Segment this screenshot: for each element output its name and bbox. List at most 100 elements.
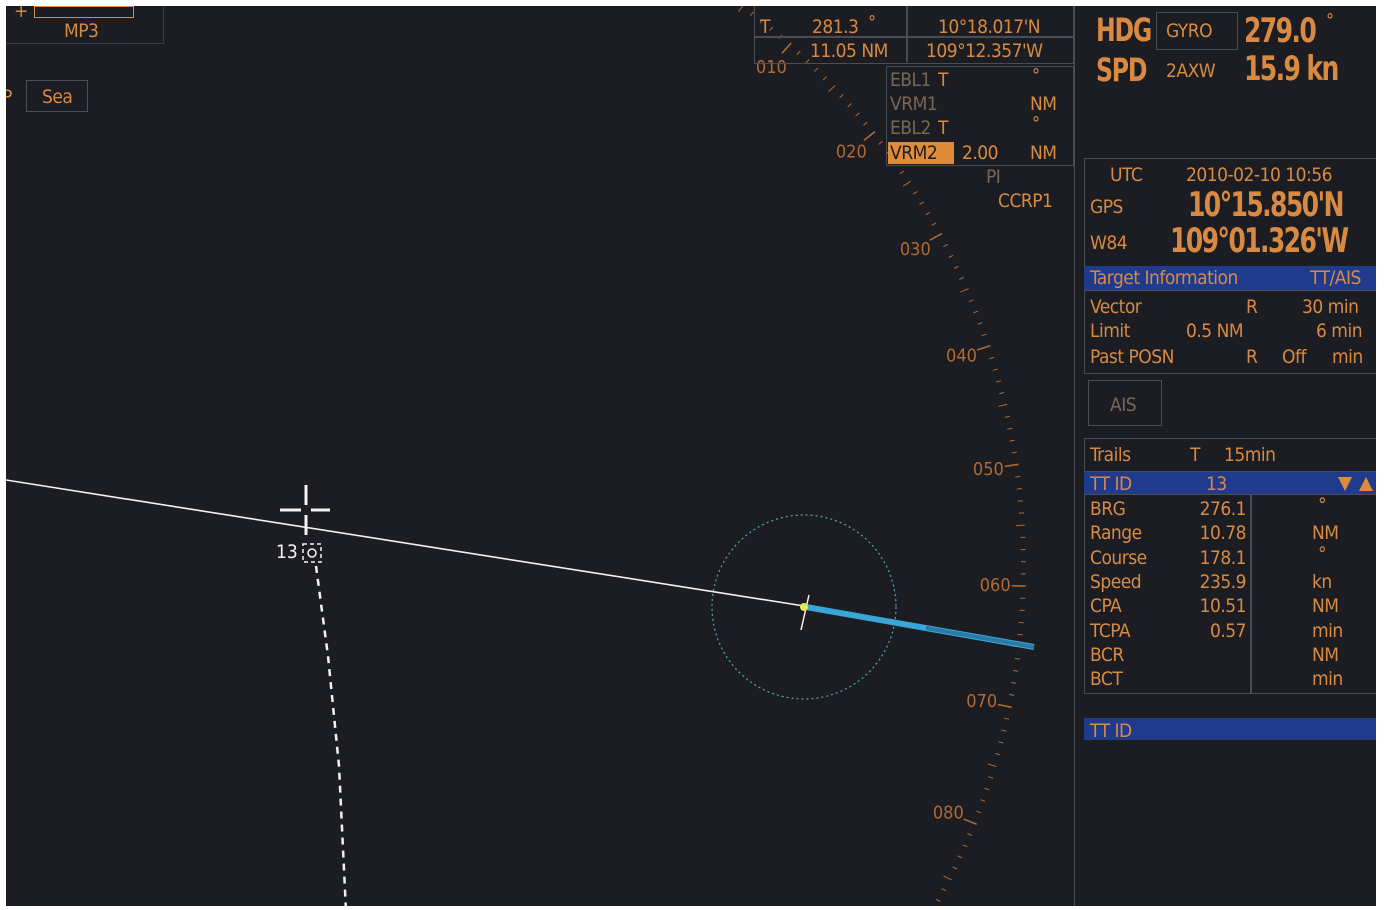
own-ship-dot: [800, 603, 808, 611]
past-posn-mode[interactable]: R: [1246, 346, 1258, 368]
tt-row-value: 0.57: [1209, 619, 1247, 642]
bearing-label: 020: [836, 142, 867, 163]
tt-row-value: 10.51: [1199, 595, 1247, 618]
target-info-source[interactable]: TT/AIS: [1310, 267, 1361, 289]
bearing-tick: [931, 222, 937, 226]
top-left-frame: [6, 6, 164, 44]
bearing-tick: [963, 818, 977, 825]
trails-mode[interactable]: T: [1190, 444, 1200, 466]
bearing-tick: [968, 299, 974, 303]
past-posn-unit: min: [1332, 346, 1363, 368]
target-13-vector: [314, 565, 348, 906]
bearing-label: 060: [980, 575, 1011, 596]
tt-row-unit: NM: [1312, 643, 1339, 666]
vector-label: Vector: [1090, 296, 1142, 318]
tt-row-label: Speed: [1090, 570, 1142, 593]
trails-frame: [1084, 438, 1376, 472]
heading-line: [6, 479, 805, 607]
bearing-tick: [847, 103, 852, 108]
cursor-mode: T: [760, 16, 770, 38]
tt-id-scroll-arrows[interactable]: [1338, 476, 1373, 495]
own-ship-trail-dark: [925, 626, 1035, 649]
arrow-up-icon[interactable]: [1358, 477, 1373, 491]
bearing-tick: [738, 6, 744, 12]
spd-source[interactable]: 2AXW: [1166, 60, 1216, 82]
tt-row-unit: °: [1318, 542, 1327, 565]
vrm2-highlight: [888, 142, 954, 164]
bearing-tick: [814, 67, 819, 72]
bearing-tick: [1004, 463, 1019, 468]
radar-ppi[interactable]: 000 010 020 030 040 050 060 070 080 13: [6, 6, 1081, 906]
vector-value[interactable]: 30 min: [1302, 296, 1359, 318]
p-label: P: [6, 86, 12, 108]
bearing-tick: [1014, 657, 1020, 660]
ebl1-unit: °: [1032, 65, 1040, 86]
ccrp-label[interactable]: CCRP1: [998, 190, 1053, 212]
tt-row-unit: min: [1312, 619, 1343, 642]
bearing-tick: [902, 180, 911, 187]
plus-button[interactable]: +: [14, 6, 28, 22]
tt-row-value: 178.1: [1199, 546, 1247, 569]
cursor-bearing-unit: °: [868, 12, 876, 33]
bearing-tick: [988, 776, 994, 779]
bearing-tick: [1001, 729, 1007, 732]
vrm2-label[interactable]: VRM2: [890, 142, 938, 164]
cursor-panel-frame: [754, 6, 1074, 64]
gps-label[interactable]: GPS: [1090, 196, 1123, 218]
bearing-tick: [1007, 427, 1013, 430]
bearing-tick: [952, 866, 958, 870]
vrm1-label[interactable]: VRM1: [890, 93, 938, 115]
limit-range[interactable]: 0.5 NM: [1186, 320, 1244, 342]
tt-detail-frame: [1084, 494, 1376, 694]
sea-label[interactable]: Sea: [42, 86, 73, 108]
tt-row-label: BCT: [1090, 668, 1123, 691]
ebl2-label[interactable]: EBL2: [890, 117, 931, 139]
past-posn-value[interactable]: Off: [1282, 346, 1306, 368]
bearing-tick: [962, 844, 968, 848]
bearing-tick: [935, 898, 941, 903]
bearing-tick: [957, 855, 963, 859]
vector-mode[interactable]: R: [1246, 296, 1258, 318]
bearing-tick: [1004, 415, 1010, 418]
bearing-tick: [1016, 488, 1022, 490]
cursor-crosshair[interactable]: [280, 485, 330, 535]
bearing-tick: [976, 344, 991, 351]
arrow-down-icon[interactable]: [1338, 477, 1352, 491]
bearing-tick: [828, 85, 836, 93]
tt-row-label: CPA: [1090, 595, 1122, 618]
bearing-tick: [941, 888, 947, 892]
limit-time[interactable]: 6 min: [1316, 320, 1363, 342]
bearing-tick: [977, 322, 983, 325]
target-13-symbol[interactable]: [302, 543, 322, 563]
ais-button-frame: [1088, 380, 1162, 426]
bearing-tick: [960, 288, 969, 293]
pi-label[interactable]: PI: [986, 166, 1001, 188]
radar-screen: 000 010 020 030 040 050 060 070 080 13 + MP3 P S…: [6, 6, 1376, 906]
spd-label: SPD: [1096, 51, 1147, 89]
bearing-tick: [805, 59, 810, 64]
ais-button[interactable]: AIS: [1110, 394, 1137, 416]
bearing-tick: [998, 741, 1004, 744]
tt-row-label: BCR: [1090, 643, 1124, 666]
datum-label: W84: [1090, 232, 1128, 254]
target-settings-frame: [1084, 290, 1376, 374]
tt-row-label: TCPA: [1090, 619, 1131, 642]
bearing-tick: [953, 265, 959, 269]
bearing-tick: [1013, 670, 1019, 672]
bearing-tick: [973, 310, 979, 314]
bearing-tick: [912, 190, 918, 195]
hdg-label: HDG: [1096, 11, 1152, 49]
hdg-source-box: [1156, 12, 1238, 50]
bearing-tick: [822, 76, 827, 81]
bearing-tick: [863, 121, 868, 126]
bearing-tick: [839, 94, 844, 99]
ebl1-label[interactable]: EBL1: [890, 69, 931, 91]
bearing-label: 030: [900, 239, 931, 260]
tt-row-label: Course: [1090, 546, 1147, 569]
hdg-source[interactable]: GYRO: [1166, 20, 1213, 42]
trails-value[interactable]: 15min: [1224, 444, 1276, 466]
bearing-tick: [995, 752, 1001, 756]
cursor-latitude: 10°18.017'N: [938, 16, 1041, 38]
tt-id-label: TT ID: [1090, 473, 1132, 495]
utc-value: 2010-02-10 10:56: [1186, 164, 1333, 186]
